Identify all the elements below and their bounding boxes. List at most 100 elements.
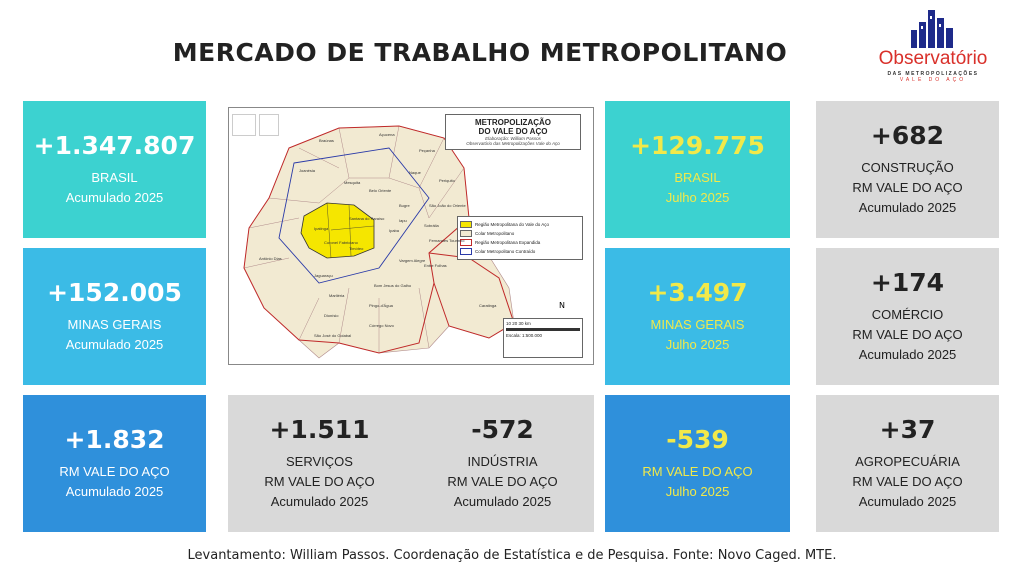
- map-place-label: Periquito: [439, 178, 455, 183]
- legend-item: Região Metropolitana Expandida: [460, 239, 580, 246]
- scale-ticks: 10 20 30 km: [506, 321, 531, 326]
- map-legend: Região Metropolitana do Vale do Aço Cola…: [457, 216, 583, 260]
- card-label: RM VALE DO AÇO: [59, 464, 170, 479]
- legend-label: Colar Metropolitano Contraído: [475, 249, 536, 254]
- map-scale: 10 20 30 km Escala: 1:500.000: [503, 318, 583, 358]
- mini-logo-icon: [232, 114, 256, 136]
- legend-label: Colar Metropolitano: [475, 231, 515, 236]
- map-place-label: Belo Oriente: [369, 188, 392, 193]
- card-value: +174: [870, 268, 945, 297]
- card-period: Julho 2025: [665, 190, 730, 205]
- card-agropecuaria: +37 AGROPECUÁRIA RM VALE DO AÇO Acumulad…: [816, 395, 999, 532]
- card-servicos: +1.511 SERVIÇOS RM VALE DO AÇO Acumulado…: [228, 395, 411, 532]
- card-brasil-julho: +129.775 BRASIL Julho 2025: [605, 101, 790, 238]
- card-value: -539: [666, 425, 729, 454]
- card-period: Acumulado 2025: [858, 200, 957, 215]
- legend-swatch: [460, 248, 472, 255]
- card-label: MINAS GERAIS: [650, 317, 745, 332]
- card-rm-julho: -539 RM VALE DO AÇO Julho 2025: [605, 395, 790, 532]
- card-value: +129.775: [630, 131, 765, 160]
- footer-source: Levantamento: William Passos. Coordenaçã…: [187, 548, 837, 563]
- map-place-label: São José do Goiabal: [314, 333, 352, 338]
- legend-swatch: [460, 239, 472, 246]
- legend-label: Região Metropolitana do Vale do Aço: [475, 222, 549, 227]
- map-place-label: Timóteo: [349, 246, 364, 251]
- map-place-label: Peçanha: [419, 148, 435, 153]
- card-label: COMÉRCIO: [871, 307, 944, 322]
- card-value: +3.497: [647, 278, 748, 307]
- map-place-label: Açucena: [379, 132, 395, 137]
- card-rm-acumulado: +1.832 RM VALE DO AÇO Acumulado 2025: [23, 395, 206, 532]
- card-label: RM VALE DO AÇO: [642, 464, 753, 479]
- card-period: Julho 2025: [665, 337, 730, 352]
- map-place-label: Ipaba: [389, 228, 400, 233]
- map-place-label: Córrego Novo: [369, 323, 394, 328]
- card-region: RM VALE DO AÇO: [264, 474, 375, 489]
- metropolization-map: N METROPOLIZAÇÃO DO VALE DO AÇO Elaboraç…: [228, 107, 594, 365]
- page-title: MERCADO DE TRABALHO METROPOLITANO: [172, 38, 788, 67]
- logo-name: Observatório: [878, 48, 988, 69]
- map-place-label: Pingo-d'Água: [369, 303, 393, 308]
- card-period: Acumulado 2025: [270, 494, 369, 509]
- card-industria: -572 INDÚSTRIA RM VALE DO AÇO Acumulado …: [411, 395, 594, 532]
- card-value: +152.005: [47, 278, 182, 307]
- map-place-label: Dionísio: [324, 313, 339, 318]
- map-place-label: Coronel Fabriciano: [324, 240, 358, 245]
- map-place-label: Santana do Paraíso: [349, 216, 385, 221]
- card-period: Acumulado 2025: [858, 494, 957, 509]
- legend-label: Região Metropolitana Expandida: [475, 240, 541, 245]
- map-place-label: Joanésia: [299, 168, 316, 173]
- map-title-line1: METROPOLIZAÇÃO: [475, 118, 551, 127]
- card-value: +37: [879, 415, 936, 444]
- institute-logo-icon: [259, 114, 279, 136]
- map-place-label: Naque: [409, 170, 421, 175]
- map-credit-2: Observatório das Metropolizações Vale do…: [466, 141, 560, 146]
- legend-swatch: [460, 230, 472, 237]
- map-place-label: Entre Folhas: [424, 263, 447, 268]
- legend-item: Região Metropolitana do Vale do Aço: [460, 221, 580, 228]
- card-label: AGROPECUÁRIA: [855, 454, 960, 469]
- card-period: Acumulado 2025: [65, 484, 164, 499]
- map-place-label: Ipatinga: [314, 226, 329, 231]
- card-value: +1.511: [269, 415, 370, 444]
- north-arrow-icon: N: [559, 301, 565, 310]
- card-minas-julho: +3.497 MINAS GERAIS Julho 2025: [605, 248, 790, 385]
- card-minas-acumulado: +152.005 MINAS GERAIS Acumulado 2025: [23, 248, 206, 385]
- scale-note: Escala: 1:500.000: [506, 333, 543, 338]
- legend-item: Colar Metropolitano: [460, 230, 580, 237]
- map-place-label: Bugre: [399, 203, 410, 208]
- map-place-label: Braúnas: [319, 138, 334, 143]
- logo-subtitle: DAS METROPOLIZAÇÕES: [887, 71, 979, 77]
- map-place-label: Marliéria: [329, 293, 345, 298]
- map-place-label: Jaguaraçu: [314, 273, 333, 278]
- card-period: Acumulado 2025: [453, 494, 552, 509]
- map-place-label: Sobrália: [424, 223, 439, 228]
- map-title-line2: DO VALE DO AÇO: [478, 127, 548, 136]
- legend-item: Colar Metropolitano Contraído: [460, 248, 580, 255]
- card-region: RM VALE DO AÇO: [852, 474, 963, 489]
- map-credit: Elaboração: William Passos: [485, 136, 541, 141]
- card-label: BRASIL: [91, 170, 138, 185]
- buildings-logo-icon: [911, 10, 953, 48]
- card-label: MINAS GERAIS: [67, 317, 162, 332]
- scale-bar: [506, 328, 580, 331]
- map-place-label: Antônio Dias: [259, 256, 282, 261]
- legend-swatch: [460, 221, 472, 228]
- card-region: RM VALE DO AÇO: [447, 474, 558, 489]
- logo-subtitle-2: VALE DO AÇO: [899, 77, 967, 83]
- card-label: SERVIÇOS: [286, 454, 353, 469]
- card-construcao: +682 CONSTRUÇÃO RM VALE DO AÇO Acumulado…: [816, 101, 999, 238]
- card-region: RM VALE DO AÇO: [852, 180, 963, 195]
- card-label: BRASIL: [674, 170, 721, 185]
- card-period: Acumulado 2025: [65, 337, 164, 352]
- card-region: RM VALE DO AÇO: [852, 327, 963, 342]
- card-value: +1.347.807: [33, 131, 196, 160]
- card-value: +1.832: [64, 425, 165, 454]
- map-place-label: Vargem Alegre: [399, 258, 426, 263]
- map-place-label: Iapu: [399, 218, 407, 223]
- map-title-box: METROPOLIZAÇÃO DO VALE DO AÇO Elaboração…: [445, 114, 581, 150]
- card-label: INDÚSTRIA: [467, 454, 538, 469]
- map-place-label: São João do Oriente: [429, 203, 466, 208]
- map-place-label: Bom Jesus do Galho: [374, 283, 412, 288]
- card-comercio: +174 COMÉRCIO RM VALE DO AÇO Acumulado 2…: [816, 248, 999, 385]
